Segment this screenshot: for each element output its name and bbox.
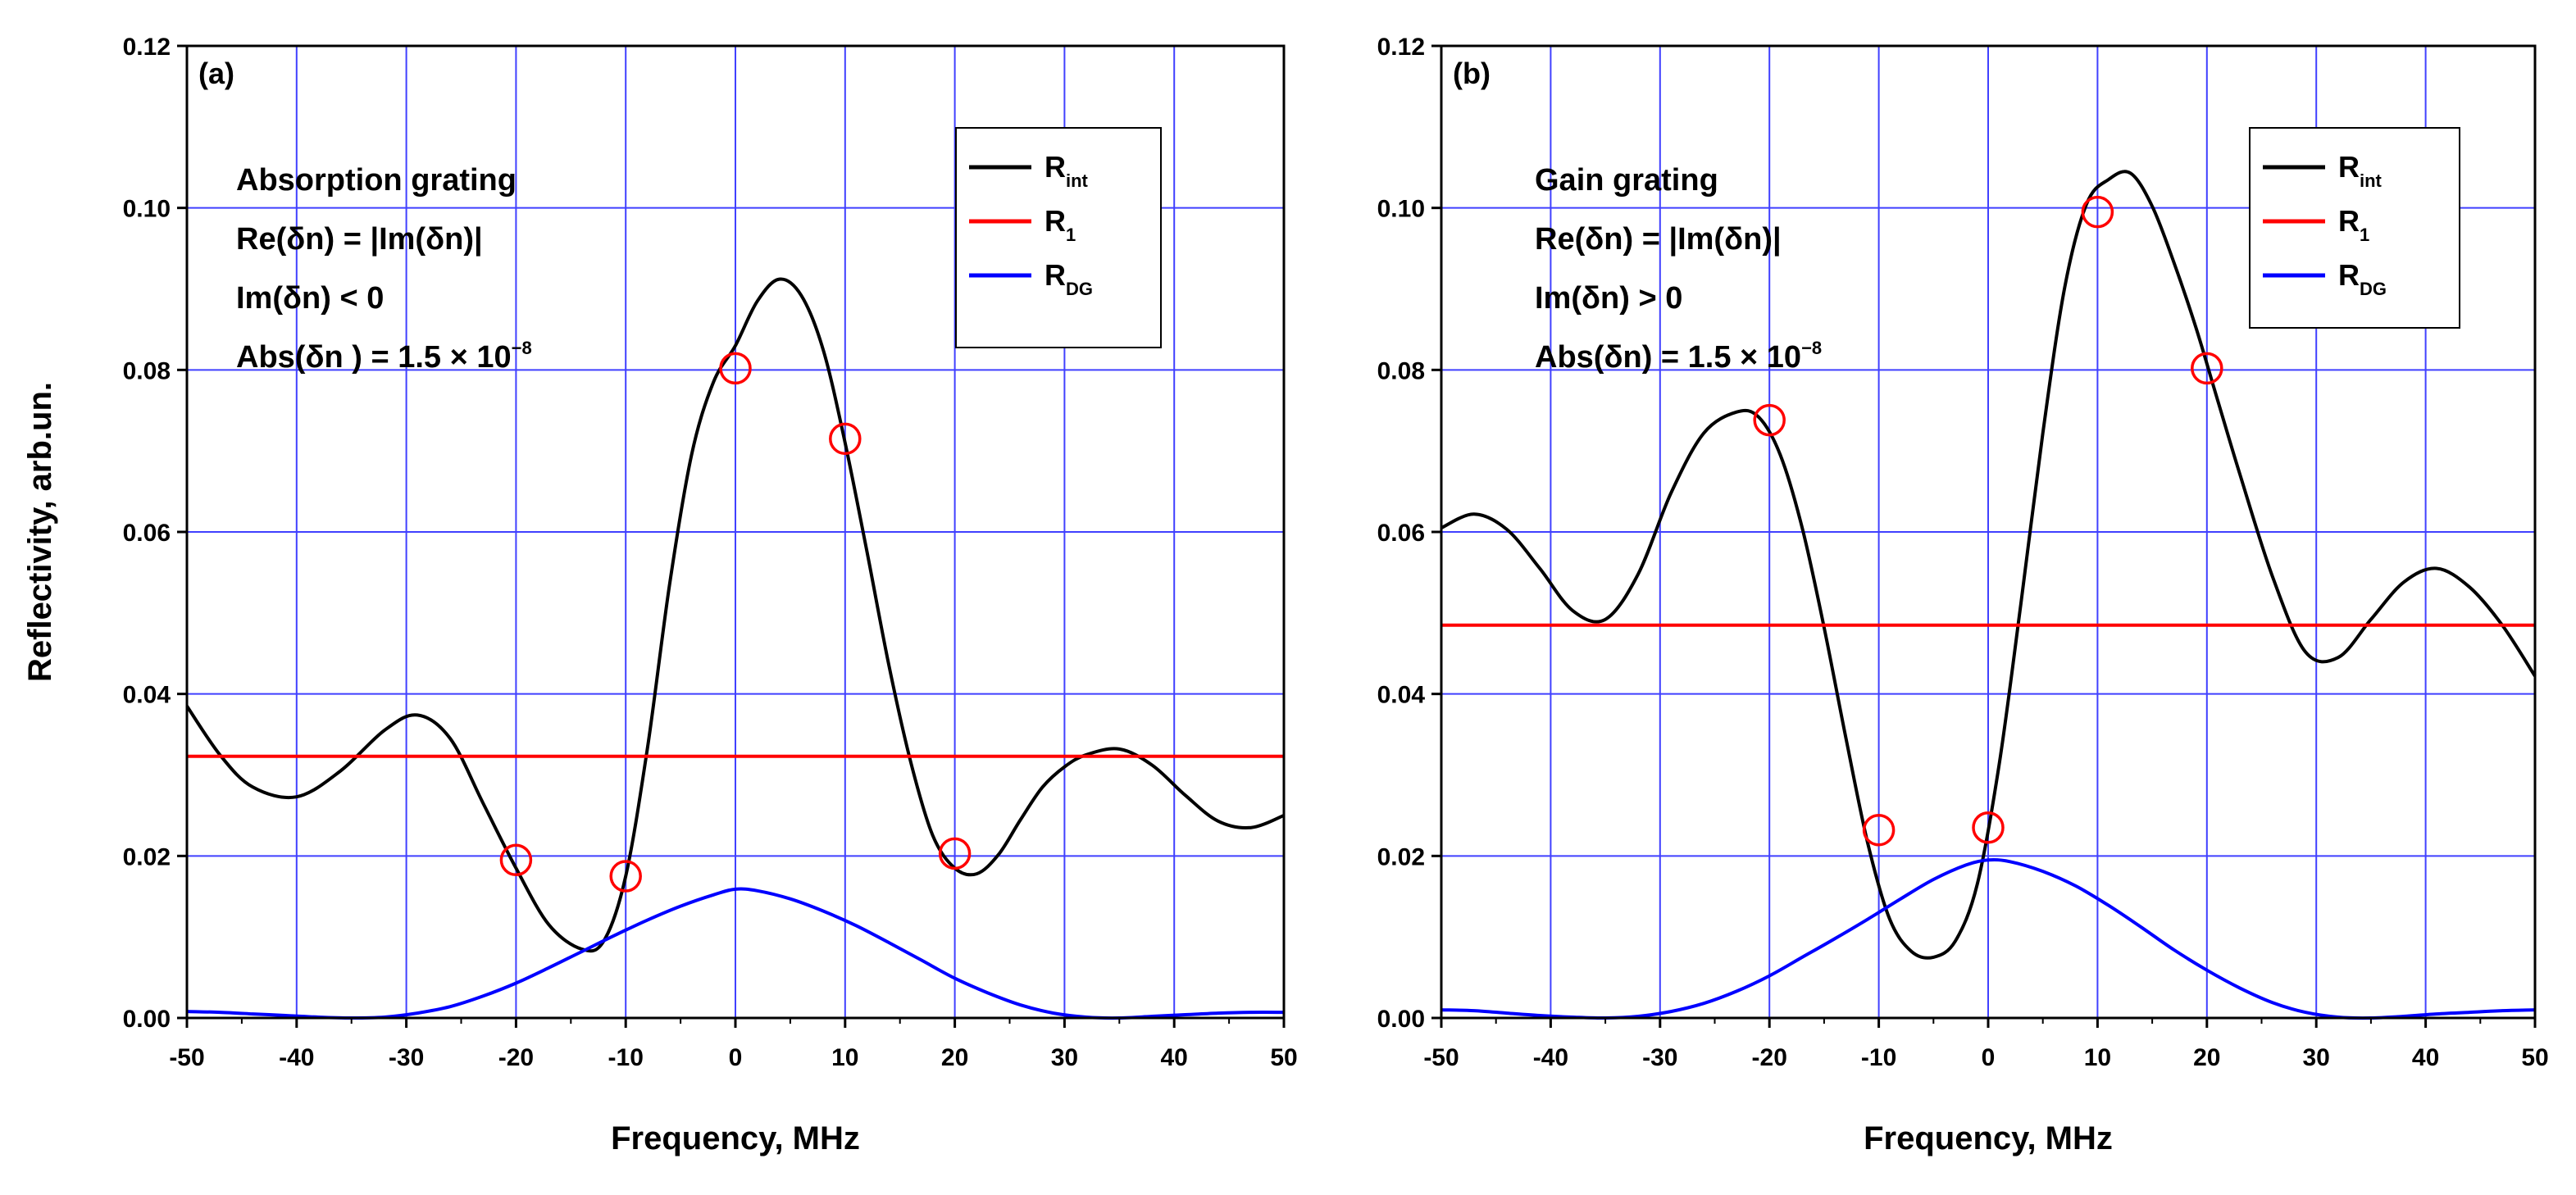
x-tick-label: 30 [1051,1044,1078,1071]
legend-box [955,127,1162,348]
panel-b-annotation: Gain grating Re(δn) = |Im(δn)| Im(δn) > … [1535,163,1822,375]
annotation-line-2: Re(δn) = |Im(δn)| [1535,222,1782,257]
series-r-int-line [185,277,1285,953]
y-tick-label: 0.08 [1377,357,1425,384]
x-tick-label: 50 [2521,1044,2548,1071]
x-tick-label: -10 [608,1044,644,1071]
x-tick-label: 10 [2084,1044,2111,1071]
legend-label-subscript: int [1066,170,1089,191]
x-tick-label: -40 [279,1044,314,1071]
legend-label-subscript: 1 [2360,225,2369,245]
panel-b: -50 -40 -30 -20 -10 0 10 20 30 40 50 0.00 0.02 0.04 0.… [1377,34,2549,1156]
x-tick-label: -20 [498,1044,534,1071]
x-tick-label: 40 [1161,1044,1188,1071]
legend-label-main: R [1045,150,1066,184]
legend-label-main: R [1045,258,1066,292]
x-tick-label: -10 [1861,1044,1896,1071]
panel-b-markers [1753,195,2223,847]
legend-label-main: R [2338,204,2360,238]
marker-circle [609,860,642,893]
marker-circle [499,843,533,877]
panel-a-markers [499,352,972,893]
panel-b-ticks: -50 -40 -30 -20 -10 0 10 20 30 40 50 0.00 0.02 0.04 0.… [1377,34,2549,1071]
annotation-line-4: Abs(δn) = 1.5 × 10−8 [1535,338,1822,375]
legend-label: Rint [1045,150,1089,191]
x-tick-label: 20 [2193,1044,2220,1071]
x-tick-label: -50 [1423,1044,1459,1071]
panel-a-x-axis-label: Frequency, MHz [611,1120,860,1156]
legend-label: R1 [1045,204,1076,245]
annotation-line-4: Abs(δn ) = 1.5 × 10−8 [236,338,532,375]
y-tick-label: 0.02 [1377,843,1425,870]
panel-a-annotation: Absorption grating Re(δn) = |Im(δn)| Im(… [236,163,532,375]
marker-circle [829,422,862,456]
x-tick-label: 40 [2412,1044,2439,1071]
y-tick-label: 0.10 [123,196,171,223]
legend-label-main: R [2338,258,2360,292]
panel-a-ticks: -50 -40 -30 -20 -10 0 10 20 30 40 50 0.00 0.02 0.04 0.… [123,34,1298,1071]
legend-label-subscript: int [2360,170,2383,191]
legend-label-main: R [1045,204,1066,238]
y-tick-label: 0.04 [1377,682,1426,709]
annotation-line-1: Gain grating [1535,163,1718,198]
annotation-line-3: Im(δn) < 0 [236,281,384,316]
y-tick-label: 0.04 [123,682,171,709]
legend-label: RDG [1045,258,1093,299]
x-tick-label: 0 [729,1044,743,1071]
x-tick-label: 10 [831,1044,858,1071]
legend-box [2249,127,2460,329]
panel-a-label: (a) [198,57,234,90]
annotation-line-4-exponent: −8 [512,338,532,358]
marker-circle [2191,352,2223,385]
y-tick-label: 0.00 [123,1006,171,1033]
x-tick-label: 0 [1982,1044,1996,1071]
marker-circle [938,837,972,870]
panel-a: -50 -40 -30 -20 -10 0 10 20 30 40 50 0.00 0.02 0.04 0.… [22,34,1298,1156]
y-tick-label: 0.06 [123,520,171,547]
y-tick-label: 0.12 [1377,34,1425,61]
marker-circle [719,352,752,385]
panel-b-x-axis-label: Frequency, MHz [1864,1120,2113,1156]
y-tick-label: 0.12 [123,34,171,61]
marker-circle [1972,811,2005,844]
annotation-line-1: Absorption grating [236,163,517,198]
x-tick-label: -30 [389,1044,424,1071]
y-tick-label: 0.00 [1377,1006,1425,1033]
annotation-line-4-exponent: −8 [1801,338,1822,358]
x-tick-label: -40 [1533,1044,1568,1071]
legend-label-subscript: DG [2360,279,2387,299]
legend-label-main: R [2338,150,2360,184]
x-tick-label: 50 [1270,1044,1297,1071]
annotation-line-4-text: Abs(δn ) = 1.5 × 10 [236,340,512,375]
marker-circle [1862,813,1896,847]
marker-circle [2081,195,2114,229]
y-tick-label: 0.08 [123,357,171,384]
panel-b-label: (b) [1453,57,1491,90]
y-tick-label: 0.10 [1377,196,1425,223]
legend-label-subscript: DG [1066,279,1093,299]
x-tick-label: -30 [1642,1044,1677,1071]
legend-label: Rint [2338,150,2383,191]
x-tick-label: 20 [941,1044,968,1071]
legend-label: R1 [2338,204,2369,245]
annotation-line-2: Re(δn) = |Im(δn)| [236,222,483,257]
x-tick-label: 30 [2303,1044,2330,1071]
y-tick-label: 0.02 [123,843,171,870]
marker-circle [1753,403,1786,437]
annotation-line-3: Im(δn) > 0 [1535,281,1682,316]
legend-label: RDG [2338,258,2387,299]
y-axis-label: Reflectivity, arb.un. [22,382,58,682]
annotation-line-4-text: Abs(δn) = 1.5 × 10 [1535,340,1801,375]
y-tick-label: 0.06 [1377,520,1425,547]
x-tick-label: -20 [1752,1044,1787,1071]
legend-label-subscript: 1 [1066,225,1076,245]
series-r-int-line [1440,170,2537,960]
x-tick-label: -50 [169,1044,204,1071]
